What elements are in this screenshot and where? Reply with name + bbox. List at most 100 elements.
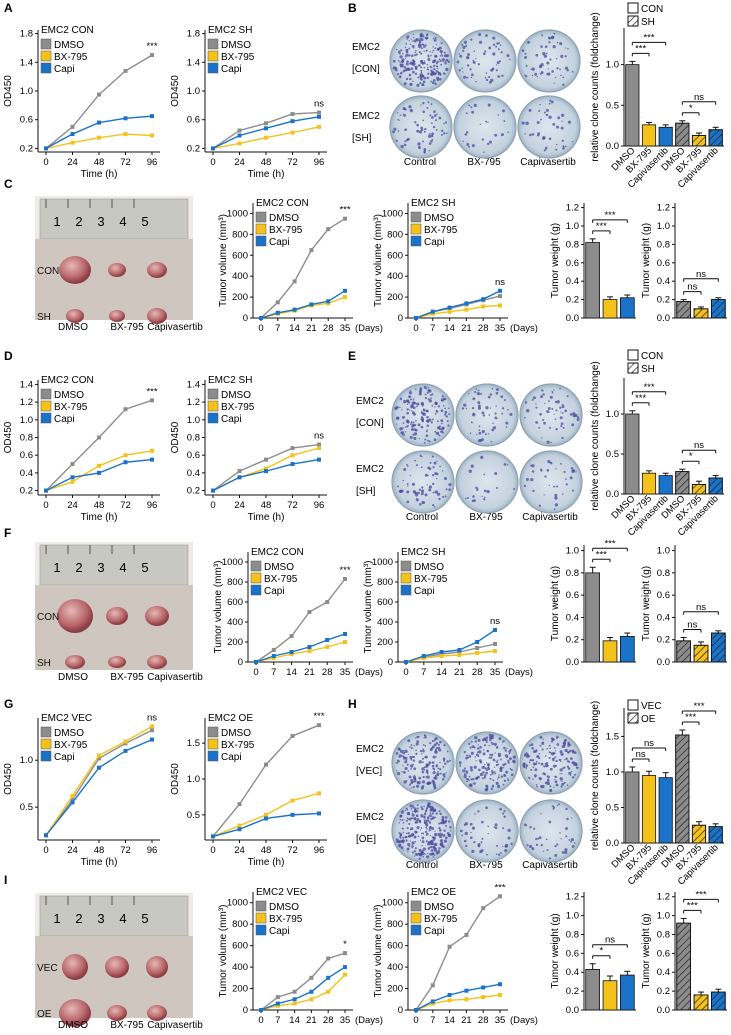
colony bbox=[404, 766, 408, 771]
photo-row-label: SH bbox=[37, 312, 51, 323]
data-point bbox=[264, 469, 268, 474]
colony bbox=[480, 455, 484, 459]
colony bbox=[406, 847, 410, 851]
colony bbox=[540, 843, 543, 847]
colony bbox=[500, 758, 502, 761]
colony bbox=[476, 775, 480, 779]
colony bbox=[487, 395, 491, 399]
colony bbox=[439, 832, 441, 834]
y-tick-label: 0.8 bbox=[657, 239, 670, 250]
colony bbox=[396, 771, 401, 776]
bar bbox=[625, 771, 640, 844]
y-tick-label: 0.2 bbox=[20, 486, 33, 497]
colony-dish bbox=[391, 383, 455, 447]
x-tick-label: 0 bbox=[210, 845, 215, 856]
colony bbox=[434, 774, 438, 777]
colony bbox=[490, 78, 494, 82]
colony bbox=[485, 762, 488, 764]
colony bbox=[419, 81, 422, 85]
series-line bbox=[260, 290, 346, 319]
significance-label: *** bbox=[494, 882, 505, 893]
colony bbox=[550, 100, 554, 104]
data-point bbox=[97, 120, 101, 125]
y-tick-label: 0.2 bbox=[657, 635, 670, 646]
x-tick-label: 72 bbox=[120, 500, 131, 511]
data-point bbox=[326, 989, 331, 994]
colony bbox=[503, 815, 506, 818]
colony bbox=[425, 430, 428, 433]
colony bbox=[403, 66, 407, 69]
legend-label: DMSO bbox=[424, 902, 454, 913]
colony bbox=[415, 753, 417, 755]
colony bbox=[435, 748, 438, 751]
colony bbox=[422, 45, 426, 48]
colony-dish bbox=[519, 383, 583, 447]
colony bbox=[402, 422, 405, 424]
colony bbox=[541, 741, 545, 745]
colony bbox=[400, 71, 403, 75]
data-point bbox=[290, 130, 295, 135]
dish-row-labels-h: EMC2 [VEC] EMC2 [OE] bbox=[356, 744, 384, 845]
colony bbox=[525, 477, 529, 481]
data-point bbox=[271, 648, 276, 652]
colony bbox=[426, 855, 430, 859]
colony bbox=[462, 45, 466, 50]
x-tick-label: 0 bbox=[413, 1015, 418, 1026]
legend-label: Capi bbox=[269, 237, 290, 248]
legend-swatch bbox=[410, 223, 422, 235]
colony bbox=[431, 393, 434, 396]
colony bbox=[536, 75, 539, 78]
colony bbox=[524, 753, 527, 755]
colony-dish bbox=[391, 731, 455, 795]
colony bbox=[413, 809, 418, 813]
colony bbox=[494, 826, 498, 830]
bar-hatch bbox=[676, 922, 692, 1011]
colony bbox=[571, 468, 576, 473]
y-tick-label: 0.0 bbox=[566, 657, 579, 668]
y-tick-label: 0.5 bbox=[606, 449, 619, 460]
y-tick-label: 0.2 bbox=[566, 635, 579, 646]
x-tick-label: 0 bbox=[258, 323, 263, 334]
y-tick-label: 600 bbox=[232, 250, 248, 261]
colony bbox=[421, 807, 424, 811]
dish-row-label: [SH] bbox=[352, 133, 372, 144]
colony bbox=[476, 747, 480, 750]
significance-label: *** bbox=[687, 900, 698, 911]
colony bbox=[423, 66, 426, 69]
colony bbox=[406, 483, 409, 485]
colony bbox=[494, 823, 498, 827]
tumor bbox=[147, 1005, 167, 1021]
significance-label: ns bbox=[605, 935, 615, 946]
colony bbox=[430, 80, 433, 83]
colony bbox=[392, 59, 396, 63]
colony bbox=[543, 850, 545, 852]
colony bbox=[421, 83, 424, 87]
colony bbox=[442, 496, 445, 499]
tumor bbox=[59, 256, 91, 284]
colony bbox=[488, 414, 491, 416]
colony bbox=[492, 779, 495, 782]
ruler-number: 1 bbox=[53, 560, 60, 575]
colony bbox=[428, 149, 430, 152]
ruler bbox=[39, 895, 189, 937]
colony bbox=[481, 495, 483, 498]
data-point bbox=[404, 660, 408, 664]
colony bbox=[427, 805, 429, 807]
colony bbox=[495, 781, 499, 785]
significance-label: *** bbox=[339, 565, 350, 576]
colony bbox=[408, 105, 412, 109]
y-tick-label: 600 bbox=[387, 250, 403, 261]
colony bbox=[427, 815, 429, 817]
colony bbox=[462, 71, 464, 73]
x-axis-label: (Days) bbox=[510, 323, 538, 334]
colony bbox=[402, 842, 404, 844]
colony bbox=[395, 139, 398, 142]
y-tick-label: 1.2 bbox=[657, 892, 670, 903]
colony bbox=[417, 44, 420, 46]
colony bbox=[561, 782, 565, 786]
colony bbox=[564, 850, 568, 855]
colony bbox=[497, 759, 499, 762]
colony bbox=[492, 36, 496, 40]
y-axis-label: Tumor volume (mm³) bbox=[373, 905, 384, 998]
